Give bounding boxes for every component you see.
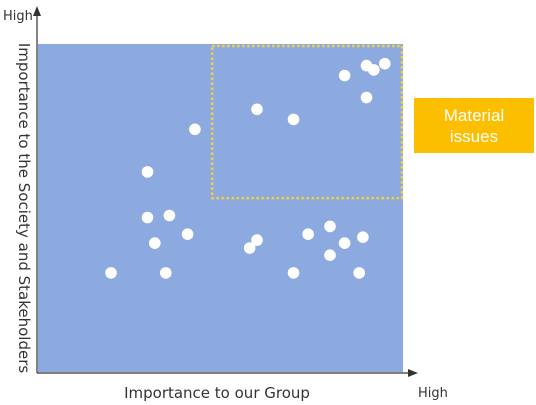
x-axis-arrow-icon xyxy=(408,369,418,377)
y-axis-high-label: High xyxy=(3,9,33,24)
data-point xyxy=(338,69,351,82)
data-point xyxy=(189,123,201,136)
data-point xyxy=(353,267,366,279)
data-point xyxy=(251,103,263,116)
callout-line-2: issues xyxy=(449,126,499,146)
material-issues-callout: Material issues xyxy=(414,98,534,153)
data-point xyxy=(360,91,373,104)
data-point xyxy=(338,237,351,249)
data-point xyxy=(302,228,314,240)
data-point xyxy=(324,249,336,261)
plot-area xyxy=(38,44,403,372)
y-axis-title: Importance to the Society and Stakeholde… xyxy=(15,43,33,374)
data-point xyxy=(324,220,336,233)
material-issues-region xyxy=(210,44,404,200)
data-point xyxy=(368,64,380,76)
data-point xyxy=(357,231,369,243)
y-axis-arrow-icon xyxy=(33,6,41,16)
data-point xyxy=(251,234,263,246)
data-point xyxy=(287,267,300,279)
data-point xyxy=(379,57,391,70)
x-axis-high-label: High xyxy=(418,386,448,401)
x-axis-title: Importance to our Group xyxy=(124,384,310,402)
data-point xyxy=(243,242,256,254)
data-point xyxy=(141,211,154,224)
data-point xyxy=(105,267,117,279)
data-point xyxy=(287,113,300,126)
data-point xyxy=(149,237,161,249)
callout-line-1: Material xyxy=(443,105,505,125)
data-points xyxy=(105,57,391,279)
data-point xyxy=(141,166,154,178)
data-point xyxy=(160,267,172,279)
data-point xyxy=(163,209,176,222)
data-point xyxy=(181,228,194,240)
